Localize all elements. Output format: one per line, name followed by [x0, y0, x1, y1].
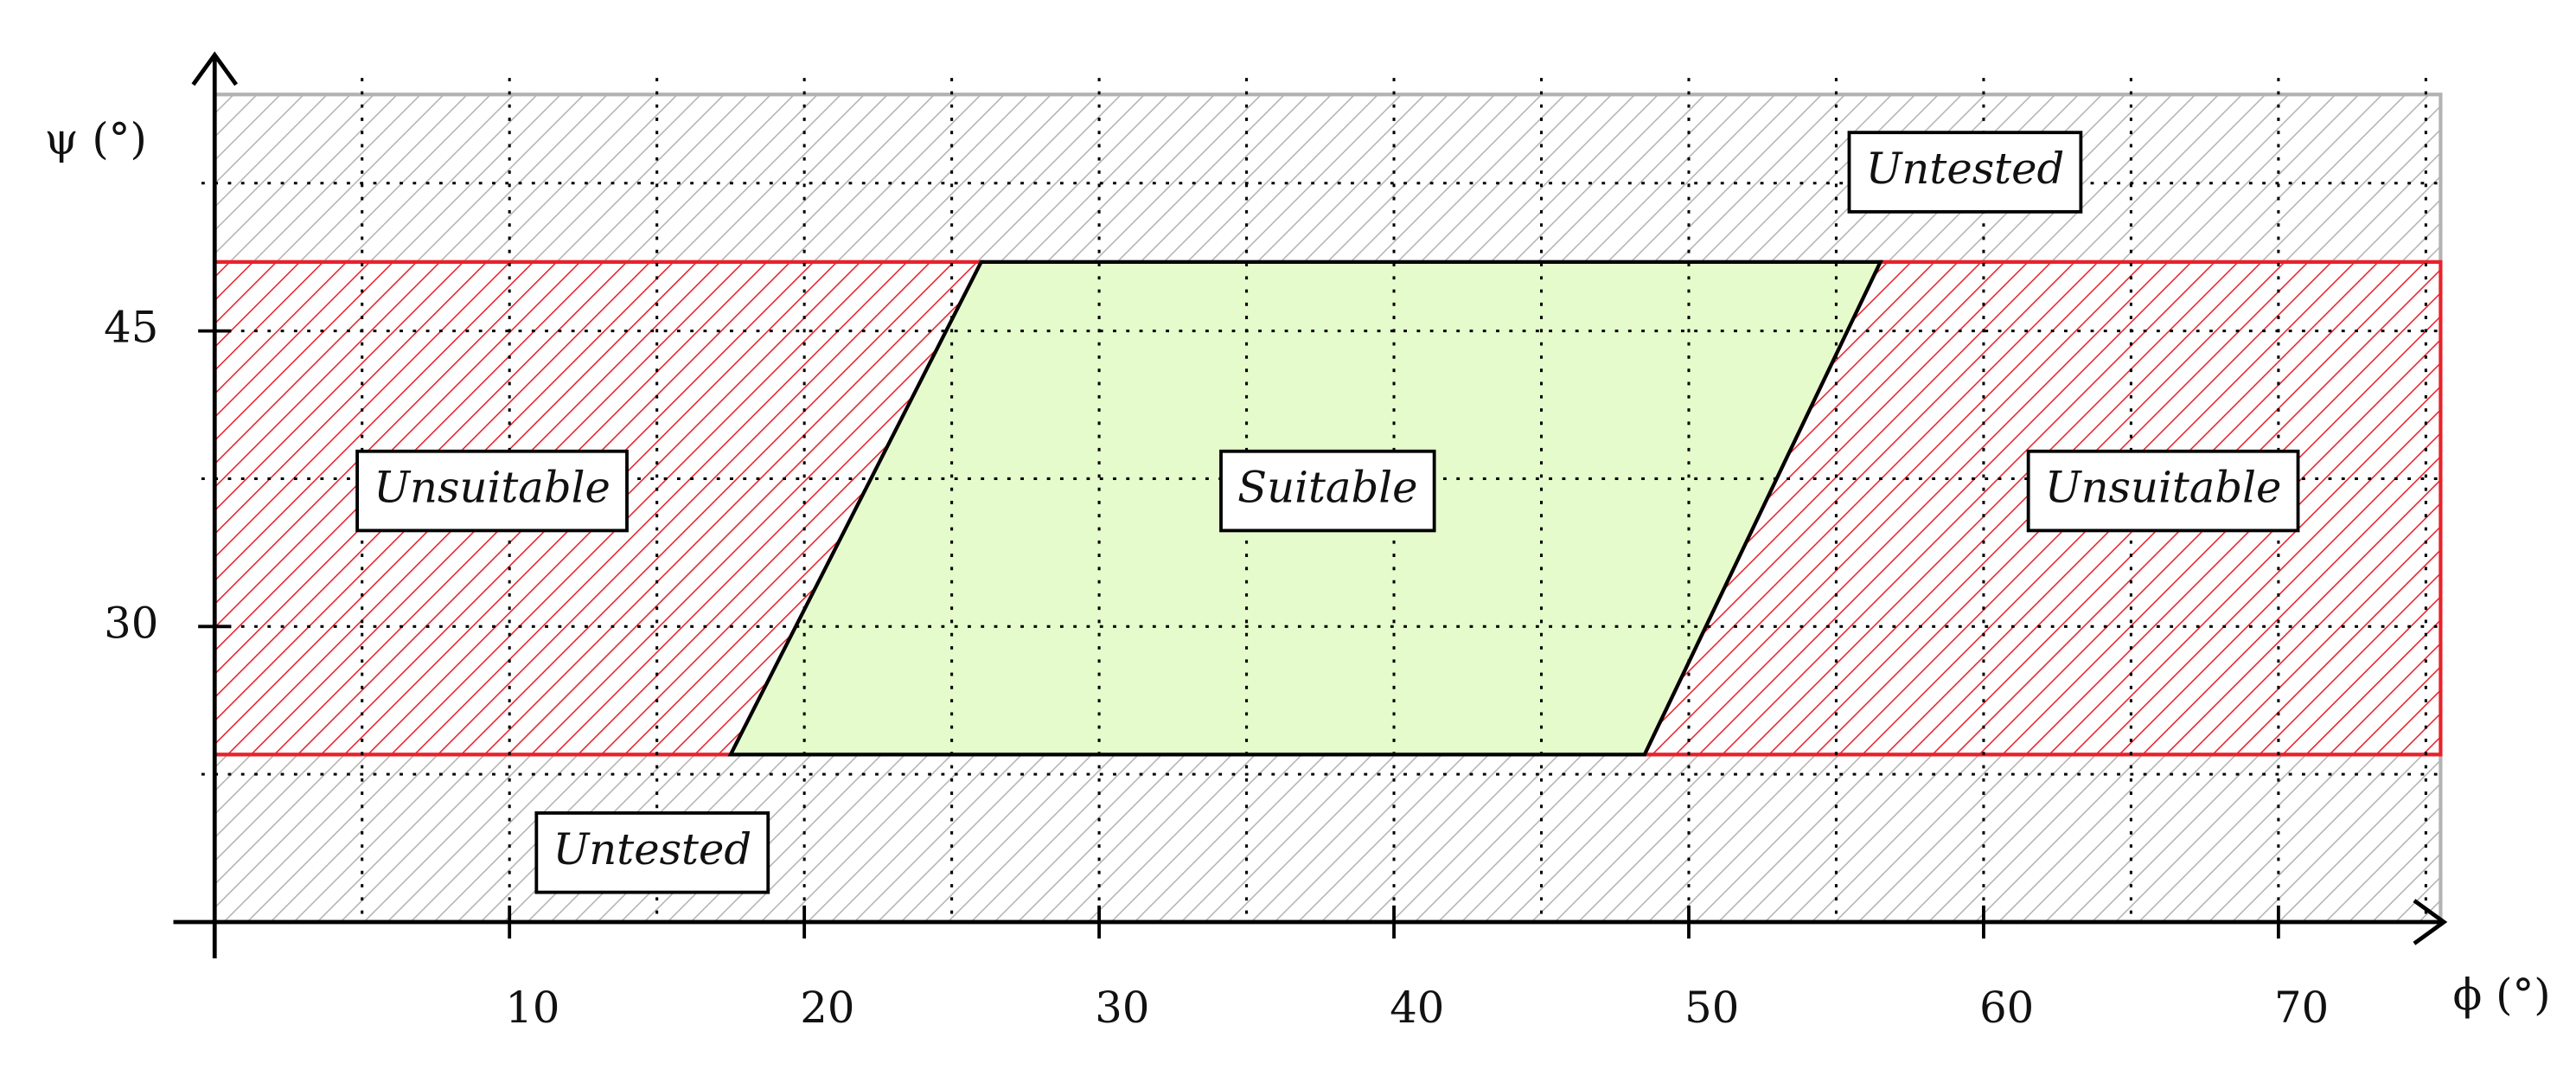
x-tick-label: 20	[800, 983, 854, 1033]
region-label-box	[1219, 449, 1436, 533]
region-label: Unsuitable	[374, 463, 610, 513]
region-label-box	[1847, 131, 2083, 214]
region-edge	[727, 259, 1883, 757]
x-tick-label: 70	[2274, 983, 2329, 1033]
region-label: Untested	[1866, 144, 2065, 194]
x-arrow	[2413, 899, 2448, 945]
y-tick-label: 30	[104, 598, 158, 648]
region-label-box	[2026, 449, 2300, 533]
x-axis-label: ϕ (°)	[2452, 970, 2550, 1020]
x-tick-label: 60	[1979, 983, 2034, 1033]
x-tick-label: 10	[505, 983, 559, 1033]
region-label-box	[355, 449, 629, 533]
x-tick-label: 30	[1095, 983, 1149, 1033]
region-label: Suitable	[1237, 463, 1417, 513]
x-tick-label: 50	[1684, 983, 1739, 1033]
region	[214, 94, 2441, 262]
region-label-box	[534, 811, 770, 894]
y-arrow	[191, 51, 239, 86]
region	[214, 754, 2441, 922]
y-tick-label: 45	[104, 303, 158, 353]
region-label: Unsuitable	[2045, 463, 2282, 513]
x-tick-label: 40	[1390, 983, 1444, 1033]
region-label: Untested	[553, 824, 751, 874]
y-axis-label: ψ (°)	[45, 114, 147, 164]
